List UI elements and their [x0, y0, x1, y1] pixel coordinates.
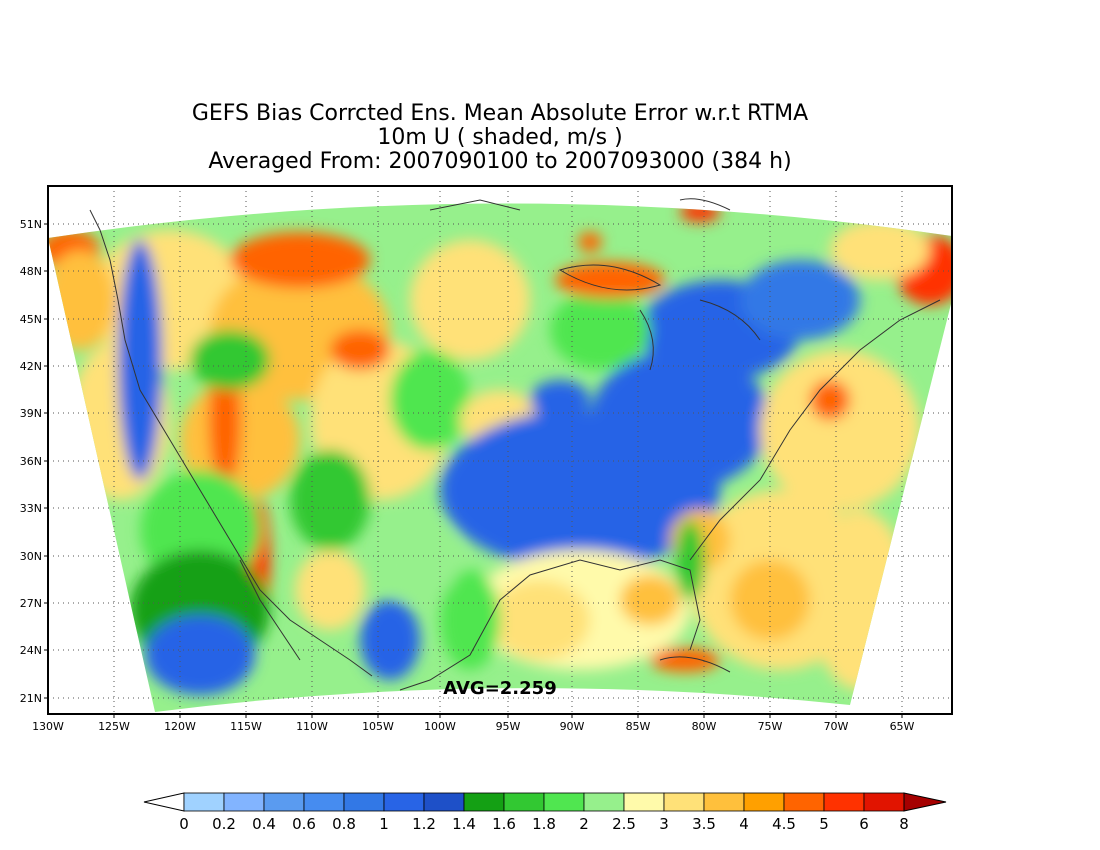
colorbar-box	[703, 792, 745, 812]
title-line-3: Averaged From: 2007090100 to 2007093000 …	[208, 149, 792, 174]
colorbar-box	[503, 792, 545, 812]
axis-ticks	[44, 223, 903, 718]
colorbar-box	[183, 792, 225, 812]
colorbar-box	[663, 792, 705, 812]
longitude-labels: 130W 125W 120W 115W 110W 105W 100W 95W 9…	[32, 720, 914, 733]
colorbar-box	[383, 792, 425, 812]
shaded-error-field	[48, 203, 952, 712]
lon-label: 130W	[32, 720, 64, 733]
colorbar-box	[623, 792, 665, 812]
average-label: AVG=2.259	[443, 678, 556, 699]
colorbar-label: 2.5	[612, 815, 636, 833]
colorbar-box	[343, 792, 385, 812]
lon-label: 115W	[230, 720, 262, 733]
colorbar-label: 8	[899, 815, 909, 833]
colorbar-label: 3.5	[692, 815, 716, 833]
lat-label: 21N	[20, 692, 42, 705]
lon-label: 125W	[98, 720, 130, 733]
colorbar-labels: 0 0.2 0.4 0.6 0.8 1 1.2 1.4 1.6 1.8 2 2.5 3 3.5 4 4.5 5 6…	[179, 815, 909, 833]
lon-label: 85W	[626, 720, 651, 733]
colorbar-box	[223, 792, 265, 812]
colorbar-box	[463, 792, 505, 812]
colorbar-label: 1.2	[412, 815, 436, 833]
lon-label: 75W	[758, 720, 783, 733]
colorbar-over-arrow	[903, 792, 947, 812]
lon-label: 80W	[692, 720, 717, 733]
colorbar-label: 2	[579, 815, 589, 833]
colorbar-label: 0.6	[292, 815, 316, 833]
lon-label: 95W	[496, 720, 521, 733]
colorbar-box	[823, 792, 865, 812]
colorbar-label: 6	[859, 815, 869, 833]
lat-label: 42N	[20, 360, 42, 373]
colorbar-box	[423, 792, 465, 812]
coastlines	[89, 198, 941, 691]
title-line-2: 10m U ( shaded, m/s )	[377, 125, 623, 150]
colorbar-label: 0.8	[332, 815, 356, 833]
figure-title: GEFS Bias Corrcted Ens. Mean Absolute Er…	[40, 102, 960, 174]
colorbar-label: 5	[819, 815, 829, 833]
colorbar-box	[743, 792, 785, 812]
lon-label: 105W	[362, 720, 394, 733]
gridlines	[48, 186, 952, 714]
colorbar-under-arrow	[143, 792, 185, 812]
colorbar-box	[263, 792, 305, 812]
colorbar-label: 1.4	[452, 815, 476, 833]
colorbar-box	[863, 792, 905, 812]
lon-label: 100W	[424, 720, 456, 733]
title-line-1: GEFS Bias Corrcted Ens. Mean Absolute Er…	[191, 101, 809, 126]
lat-label: 45N	[20, 313, 42, 326]
lat-label: 39N	[20, 407, 42, 420]
colorbar-label: 0.2	[212, 815, 236, 833]
colorbar-label: 3	[659, 815, 669, 833]
lon-label: 120W	[164, 720, 196, 733]
colorbar-label: 1.8	[532, 815, 556, 833]
colorbar-label: 1.6	[492, 815, 516, 833]
lat-label: 30N	[20, 550, 42, 563]
map-frame	[47, 185, 953, 715]
lat-label: 33N	[20, 502, 42, 515]
colorbar-label: 4.5	[772, 815, 796, 833]
latitude-labels: 51N 48N 45N 42N 39N 36N 33N 30N 27N 24N …	[20, 218, 42, 705]
map-panel	[48, 203, 952, 712]
colorbar-label: 0.4	[252, 815, 276, 833]
lon-label: 65W	[890, 720, 915, 733]
colorbar-box	[583, 792, 625, 812]
colorbar-label: 0	[179, 815, 189, 833]
lat-label: 24N	[20, 644, 42, 657]
lon-label: 70W	[824, 720, 849, 733]
lon-label: 90W	[560, 720, 585, 733]
lat-label: 51N	[20, 218, 42, 231]
colorbar-box	[783, 792, 825, 812]
colorbar-label: 4	[739, 815, 749, 833]
colorbar-box	[543, 792, 585, 812]
colorbar-box	[303, 792, 345, 812]
lat-label: 48N	[20, 265, 42, 278]
colorbar-boxes	[143, 792, 947, 812]
lon-label: 110W	[296, 720, 328, 733]
lat-label: 36N	[20, 455, 42, 468]
colorbar-label: 1	[379, 815, 389, 833]
lat-label: 27N	[20, 597, 42, 610]
